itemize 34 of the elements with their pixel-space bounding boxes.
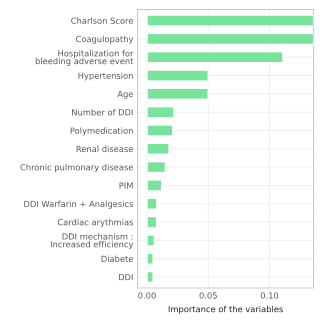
bar [146, 142, 170, 155]
x-tick-label: 0.00 [138, 292, 156, 299]
y-tick-label: Charlson Score [71, 17, 133, 24]
y-tick-label: PIM [120, 182, 133, 189]
bar [146, 51, 284, 64]
y-tick-label: Number of DDI [72, 109, 133, 116]
y-tick-label: Renal disease [76, 146, 133, 152]
bar [146, 14, 314, 27]
bar [146, 106, 175, 118]
bar [146, 198, 158, 210]
y-tick-label: Hospitalization for bleeding adverse event [36, 50, 134, 66]
y-tick-label: Cardiac arythmias [58, 218, 134, 227]
y-tick-label: DDI mechanism : Increased efficiency [50, 233, 134, 249]
bar [146, 88, 209, 100]
bar [146, 124, 174, 137]
y-tick-label: Age [117, 90, 133, 99]
y-tick-label: Polymedication [70, 127, 133, 136]
bar [146, 160, 166, 174]
y-tick-label: Diabete [102, 256, 133, 262]
y-tick-label: DDI [118, 274, 133, 280]
y-tick-label: DDI Warfarin + Analgesics [24, 200, 134, 209]
bar [146, 216, 158, 228]
bar [146, 179, 162, 192]
x-tick-label: 0.05 [200, 292, 217, 299]
bar [146, 69, 209, 82]
x-tick-label: 0.10 [260, 292, 278, 299]
bar [146, 32, 314, 46]
x-axis-title: Importance of the variables [168, 306, 283, 314]
bar [146, 252, 154, 265]
y-tick-label: Hypertension [78, 72, 133, 80]
bar [146, 234, 156, 247]
bar [146, 270, 154, 284]
y-tick-label: Coagulopathy [76, 36, 134, 44]
y-tick-label: Chronic pulmonary disease [20, 164, 133, 172]
